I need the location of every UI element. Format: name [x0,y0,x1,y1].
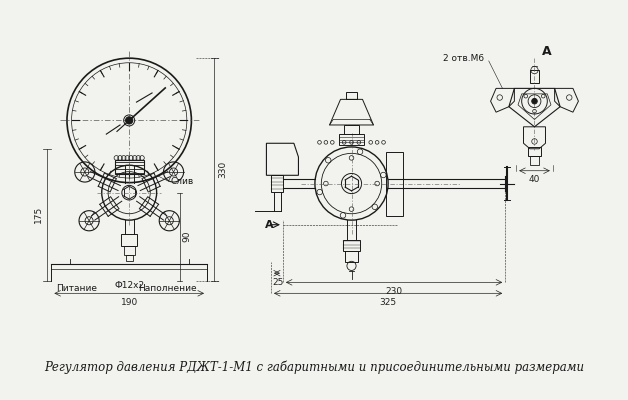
Text: Наполнение: Наполнение [138,284,197,294]
Text: Слив: Слив [170,176,193,186]
Bar [344,125,359,134]
Text: 190: 190 [121,298,138,307]
Bar [121,234,138,246]
Bar [124,246,134,255]
Text: 2 отв.М6: 2 отв.М6 [443,54,484,63]
Bar [346,92,357,99]
Bar [114,160,144,174]
Bar [530,70,539,83]
Text: Питание: Питание [56,284,97,294]
Text: 90: 90 [182,231,192,242]
Text: Ф12х2: Ф12х2 [114,280,144,290]
Text: A: A [542,46,551,58]
Text: 40: 40 [529,175,540,184]
Text: 25: 25 [272,278,283,287]
Bar [271,175,283,192]
Text: 325: 325 [379,298,397,307]
Circle shape [126,117,133,124]
Bar [344,240,360,251]
Bar [530,156,539,165]
Bar [528,147,541,156]
Bar [345,251,358,262]
Bar [386,152,403,216]
Text: 230: 230 [386,287,403,296]
Text: Регулятор давления РДЖТ-1-М1 с габаритными и присоединительными размерами: Регулятор давления РДЖТ-1-М1 с габаритны… [44,360,584,374]
Bar [126,255,133,261]
Text: A: A [264,220,273,230]
Bar [338,134,364,145]
Circle shape [532,98,537,104]
Text: 175: 175 [34,206,43,223]
Text: 330: 330 [218,161,227,178]
